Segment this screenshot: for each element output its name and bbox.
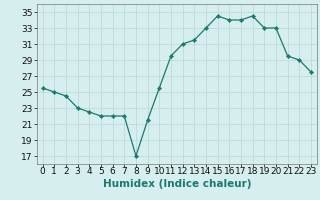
X-axis label: Humidex (Indice chaleur): Humidex (Indice chaleur) [102, 179, 251, 189]
